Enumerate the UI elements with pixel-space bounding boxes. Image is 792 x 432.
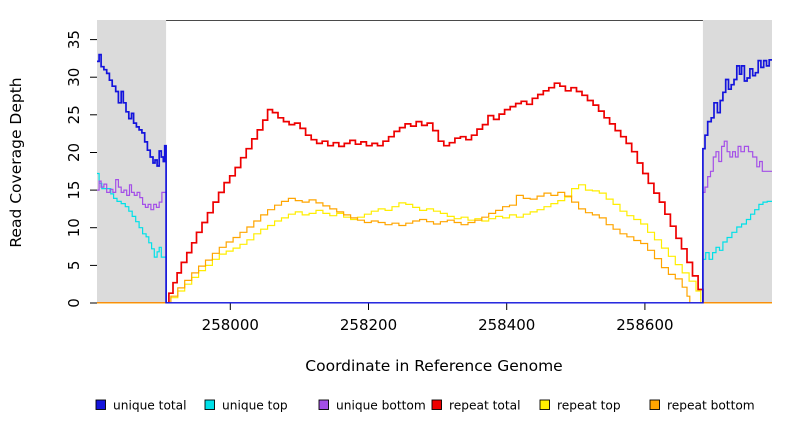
y-tick-label: 15 [65, 181, 83, 200]
x-axis: 258000 258200 258400 258600 [202, 303, 674, 334]
series-repeat-bottom [97, 191, 772, 304]
x-tick-label: 258200 [340, 316, 397, 334]
legend-swatch [204, 399, 215, 410]
y-tick-label: 10 [65, 218, 83, 237]
y-axis-title: Read Coverage Depth [7, 77, 25, 247]
legend-item-repeat-total: repeat total [431, 399, 520, 413]
legend-label: repeat total [449, 399, 520, 413]
series-lines [97, 53, 772, 304]
x-tick-label: 258400 [478, 316, 535, 334]
y-tick-label: 0 [65, 298, 83, 308]
legend-label: unique top [222, 399, 288, 413]
series-repeat-top [97, 184, 772, 304]
y-tick-label: 20 [65, 143, 83, 162]
legend-item-unique-top: unique top [204, 399, 288, 413]
legend-item-unique-total: unique total [95, 399, 187, 413]
legend-swatch [318, 399, 329, 410]
y-tick-label: 25 [65, 105, 83, 124]
y-tick-label: 35 [65, 30, 83, 49]
legend-swatch [95, 399, 106, 410]
legend-swatch [649, 399, 660, 410]
series-unique-top [97, 172, 772, 304]
x-tick-label: 258600 [616, 316, 673, 334]
series-unique-total [97, 53, 772, 304]
y-tick-label: 5 [65, 261, 83, 271]
legend-swatch [431, 399, 442, 410]
legend-label: unique bottom [336, 399, 426, 413]
legend-swatch [539, 399, 550, 410]
legend-item-repeat-bottom: repeat bottom [649, 399, 755, 413]
series-repeat-total [97, 82, 772, 304]
series-unique-bottom [97, 140, 772, 304]
legend-label: unique total [113, 399, 187, 413]
legend-label: repeat bottom [667, 399, 755, 413]
x-tick-label: 258000 [202, 316, 259, 334]
y-tick-label: 30 [65, 68, 83, 87]
legend-item-repeat-top: repeat top [539, 399, 621, 413]
legend: unique total unique top unique bottom repea… [95, 399, 755, 413]
legend-label: repeat top [557, 399, 621, 413]
shaded-flank-regions [97, 20, 772, 304]
x-axis-title: Coordinate in Reference Genome [305, 357, 562, 375]
legend-item-unique-bottom: unique bottom [318, 399, 426, 413]
y-axis: 0 5 10 15 20 25 30 35 [65, 30, 97, 308]
